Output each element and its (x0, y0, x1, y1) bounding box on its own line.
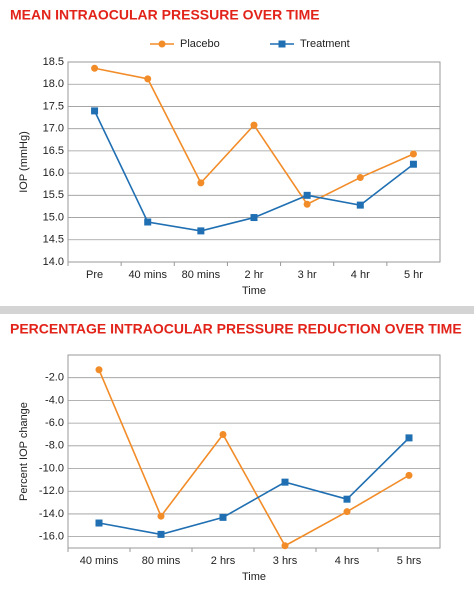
legend-marker (278, 40, 286, 48)
y-tick-label: -8.0 (45, 440, 64, 452)
x-tick-label: 40 mins (80, 555, 119, 567)
marker (197, 179, 205, 187)
marker (219, 430, 227, 438)
marker (281, 478, 289, 486)
y-tick-label: 16.5 (43, 145, 64, 157)
marker (343, 508, 351, 516)
marker (250, 214, 258, 222)
x-tick-label: Pre (86, 269, 103, 281)
marker (250, 121, 258, 129)
y-tick-label: -4.0 (45, 394, 64, 406)
marker (197, 227, 205, 235)
x-tick-label: 4 hr (351, 269, 370, 281)
marker (281, 542, 289, 550)
line (98, 369, 410, 547)
y-tick-label: 14.0 (43, 256, 64, 268)
plot-area (67, 354, 441, 549)
marker (356, 201, 364, 209)
x-tick-label: 2 hr (245, 269, 264, 281)
y-tick-label: 18.0 (43, 78, 64, 90)
marker (219, 513, 227, 521)
y-tick-label: 15.5 (43, 189, 64, 201)
legend-marker (158, 40, 166, 48)
x-axis-label: Time (242, 285, 266, 297)
x-tick-label: 80 mins (142, 555, 181, 567)
line (98, 437, 410, 536)
marker (409, 160, 417, 168)
y-tick-label: 18.5 (43, 56, 64, 68)
y-tick-label: 17.0 (43, 123, 64, 135)
marker (95, 519, 103, 527)
marker (144, 75, 152, 83)
chart-title: MEAN INTRAOCULAR PRESSURE OVER TIME (10, 7, 320, 23)
marker (91, 64, 99, 72)
y-tick-label: -14.0 (39, 508, 64, 520)
marker (356, 174, 364, 182)
y-tick-label: -12.0 (39, 485, 64, 497)
legend-label: Placebo (180, 38, 220, 50)
x-tick-label: 80 mins (182, 269, 221, 281)
x-tick-label: 2 hrs (211, 555, 236, 567)
y-tick-label: -16.0 (39, 531, 64, 543)
marker (409, 150, 417, 158)
x-tick-label: 4 hrs (335, 555, 360, 567)
marker (95, 366, 103, 374)
marker (303, 191, 311, 199)
y-tick-label: -2.0 (45, 372, 64, 384)
marker (405, 434, 413, 442)
y-tick-label: 16.0 (43, 167, 64, 179)
y-tick-label: -6.0 (45, 417, 64, 429)
y-axis-label: IOP (mmHg) (18, 131, 30, 193)
marker (157, 530, 165, 538)
x-tick-label: 5 hrs (397, 555, 422, 567)
y-tick-label: 14.5 (43, 234, 64, 246)
y-tick-label: 15.0 (43, 211, 64, 223)
plot-area (67, 61, 441, 263)
x-tick-label: 3 hr (298, 269, 317, 281)
x-tick-label: 40 mins (128, 269, 167, 281)
marker (144, 218, 152, 226)
y-tick-label: -10.0 (39, 462, 64, 474)
x-axis-label: Time (242, 571, 266, 583)
marker (343, 495, 351, 503)
marker (157, 512, 165, 520)
x-tick-label: 5 hr (404, 269, 423, 281)
marker (405, 471, 413, 479)
y-tick-label: 17.5 (43, 100, 64, 112)
chart-title: PERCENTAGE INTRAOCULAR PRESSURE REDUCTIO… (10, 321, 462, 337)
x-tick-label: 3 hrs (273, 555, 298, 567)
marker (303, 200, 311, 208)
marker (91, 107, 99, 115)
legend-label: Treatment (300, 38, 350, 50)
y-axis-label: Percent IOP change (18, 402, 30, 501)
